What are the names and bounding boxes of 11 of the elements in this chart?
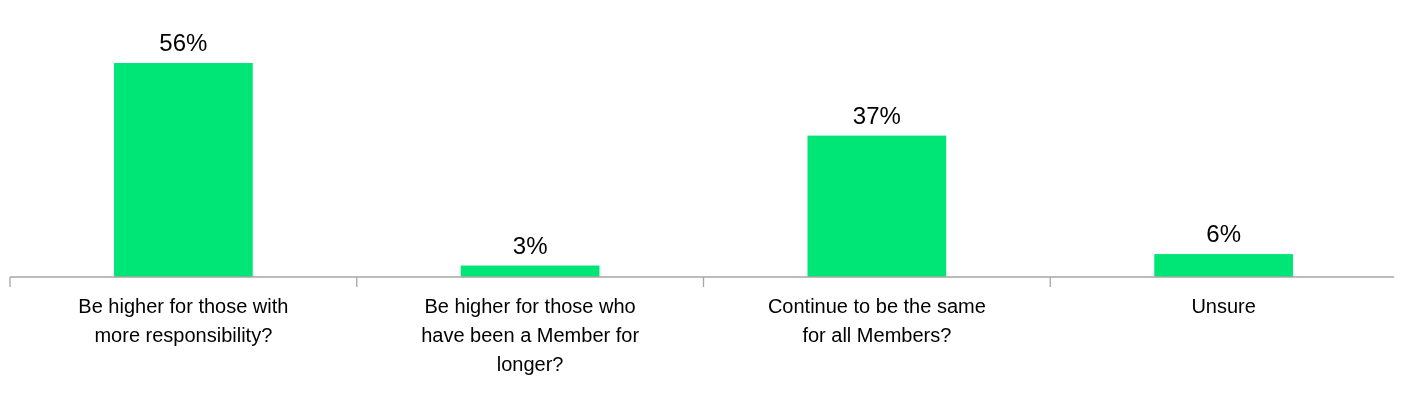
x-tick-label: Be higher for those with more responsibility? [78, 295, 289, 346]
x-tick-label: Be higher for those who have been a Member for longer? [421, 295, 640, 375]
bar [1154, 254, 1293, 277]
data-label: 37% [852, 101, 901, 129]
bar [114, 63, 253, 277]
x-tick-label: Unsure [1191, 295, 1256, 317]
data-label: 56% [159, 29, 208, 56]
bar [807, 135, 947, 277]
data-label: 3% [512, 231, 548, 259]
data-label: 6% [1206, 220, 1241, 248]
x-tick-label: Continue to be the same for all Members? [767, 295, 986, 346]
